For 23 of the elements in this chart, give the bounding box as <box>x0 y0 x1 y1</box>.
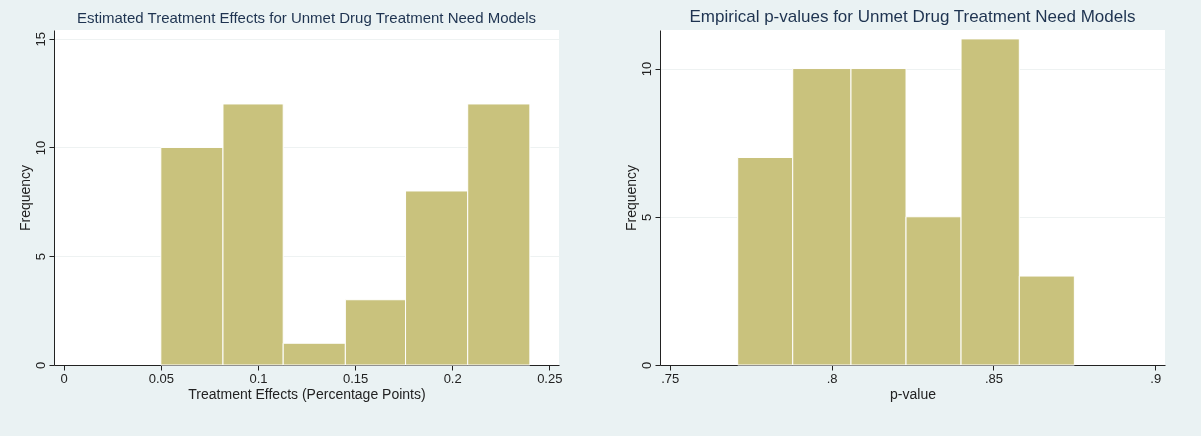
y-axis-title: Frequency <box>622 164 639 232</box>
chart-title: Estimated Treatment Effects for Unmet Drug Treatment Need Models <box>76 9 537 26</box>
x-tick-label: 0.05 <box>148 370 174 386</box>
y-tick-label: 5 <box>32 253 48 261</box>
x-axis-title: p-value <box>890 385 937 402</box>
x-tick-label: .75 <box>661 370 680 386</box>
y-axis-title: Frequency <box>16 164 33 232</box>
y-tick-label: 10 <box>638 61 654 77</box>
y-tick-label: 10 <box>32 140 48 156</box>
x-tick-label: 0.2 <box>443 370 462 386</box>
y-tick-label: 15 <box>32 31 48 47</box>
x-tick-label: 0.1 <box>249 370 268 386</box>
chart-title: Empirical p-values for Unmet Drug Treatment Need Models <box>689 7 1136 26</box>
x-tick-label: 0 <box>60 370 68 386</box>
x-tick-label: .85 <box>984 370 1003 386</box>
x-tick-label: .9 <box>1150 370 1162 386</box>
y-tick-label: 0 <box>32 361 48 370</box>
y-tick-label: 0 <box>638 361 654 370</box>
x-tick-label: .8 <box>826 370 838 386</box>
y-tick-label: 5 <box>638 213 654 221</box>
x-axis-title: Treatment Effects (Percentage Points) <box>188 385 426 402</box>
x-tick-label: 0.25 <box>537 370 563 386</box>
x-tick-label: 0.15 <box>342 370 369 386</box>
